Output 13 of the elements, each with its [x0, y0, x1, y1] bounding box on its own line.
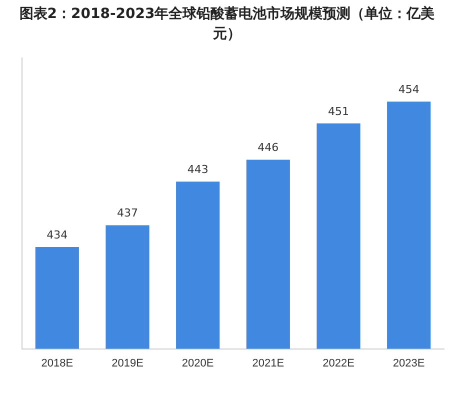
data-label: 451 — [328, 104, 349, 118]
x-tick-label: 2018E — [41, 357, 74, 370]
chart-title: 图表2：2018-2023年全球铅酸蓄电池市场规模预测（单位：亿美元） — [18, 4, 436, 44]
data-label: 443 — [187, 162, 208, 176]
data-label: 446 — [258, 141, 279, 154]
data-label: 434 — [46, 228, 68, 242]
data-label: 454 — [398, 82, 420, 96]
x-tick-label: 2019E — [112, 357, 144, 370]
x-tick-label: 2022E — [322, 357, 354, 370]
data-label: 437 — [117, 206, 138, 220]
x-tick-label: 2021E — [252, 357, 284, 370]
x-tick-label: 2023E — [392, 357, 425, 370]
x-tick-label: 2020E — [182, 357, 214, 370]
